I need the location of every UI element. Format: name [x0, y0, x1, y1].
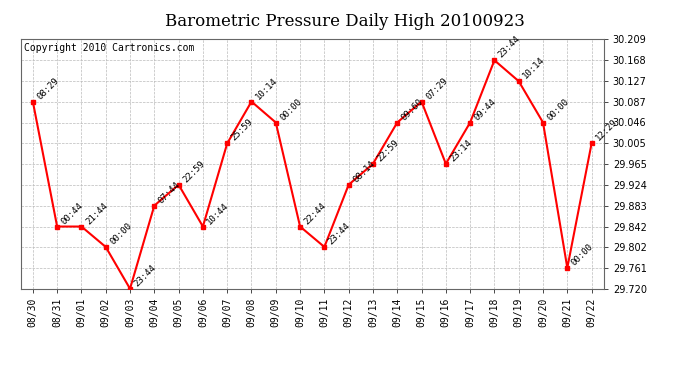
Text: 22:59: 22:59: [181, 159, 206, 184]
Text: 25:59: 25:59: [230, 117, 255, 143]
Text: 10:44: 10:44: [206, 201, 230, 226]
Text: 00:00: 00:00: [545, 97, 571, 122]
Text: 22:44: 22:44: [302, 201, 328, 226]
Text: 09:44: 09:44: [473, 97, 498, 122]
Text: 10:14: 10:14: [254, 76, 279, 101]
Text: 00:00: 00:00: [278, 97, 304, 122]
Text: 12:29: 12:29: [594, 117, 620, 143]
Text: Barometric Pressure Daily High 20100923: Barometric Pressure Daily High 20100923: [165, 13, 525, 30]
Text: 23:44: 23:44: [132, 263, 158, 288]
Text: 21:44: 21:44: [84, 201, 109, 226]
Text: 00:00: 00:00: [570, 242, 595, 267]
Text: Copyright 2010 Cartronics.com: Copyright 2010 Cartronics.com: [23, 43, 194, 53]
Text: 08:14: 08:14: [351, 159, 377, 184]
Text: 23:44: 23:44: [497, 34, 522, 60]
Text: 09:60: 09:60: [400, 97, 425, 122]
Text: 23:44: 23:44: [327, 221, 352, 246]
Text: 23:14: 23:14: [448, 138, 473, 163]
Text: 00:00: 00:00: [108, 221, 134, 246]
Text: 00:44: 00:44: [59, 201, 85, 226]
Text: 07:29: 07:29: [424, 76, 449, 101]
Text: 08:29: 08:29: [35, 76, 61, 101]
Text: 10:14: 10:14: [521, 56, 546, 81]
Text: 22:59: 22:59: [375, 138, 401, 163]
Text: 07:44: 07:44: [157, 180, 182, 205]
